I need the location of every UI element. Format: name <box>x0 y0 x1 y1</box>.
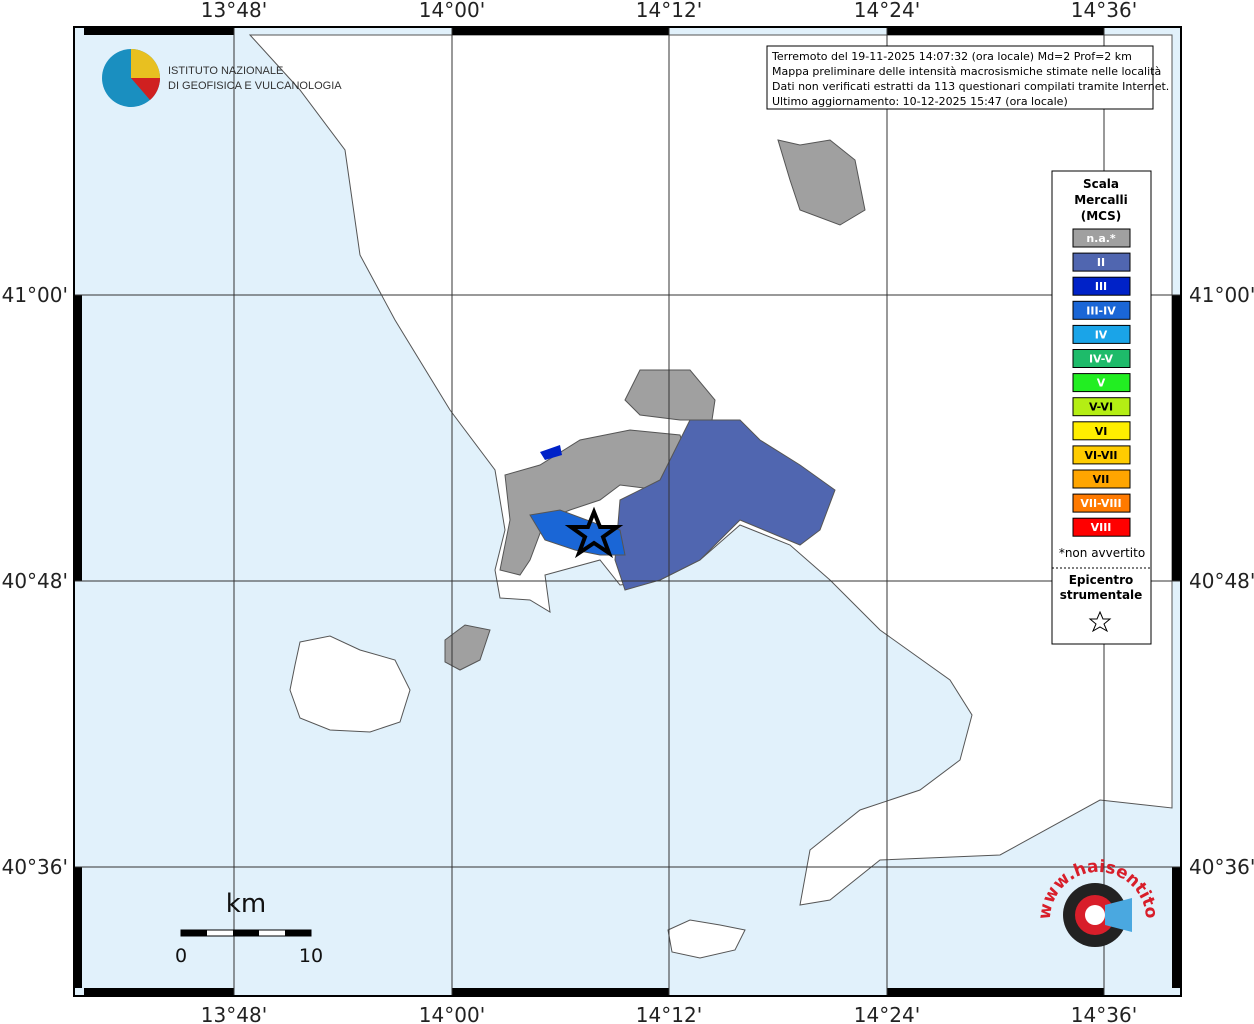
legend-swatch <box>1072 228 1131 248</box>
legend-swatch <box>1072 517 1131 537</box>
legend-swatch <box>1072 493 1131 513</box>
lon-label: 14°12' <box>636 1003 702 1024</box>
lat-label: 40°48' <box>2 569 68 593</box>
lat-label: 41°00' <box>2 283 68 307</box>
frame-stripe <box>74 295 82 581</box>
legend-label: VII-VIII <box>1080 497 1121 510</box>
legend-swatch <box>1072 469 1131 489</box>
legend-label: III-IV <box>1086 304 1116 317</box>
legend-label: VII <box>1093 473 1110 486</box>
frame-stripe <box>452 988 669 996</box>
info-line: Dati non verificati estratti da 113 ques… <box>772 80 1169 93</box>
map-frame <box>73 26 1182 997</box>
legend-swatch <box>1072 397 1131 417</box>
lon-label: 14°24' <box>854 1003 920 1024</box>
frame-stripe <box>1172 295 1181 581</box>
institute-name: DI GEOFISICA E VULCANOLOGIA <box>168 80 342 92</box>
scale-label: 0 <box>175 945 187 967</box>
info-line: Ultimo aggiornamento: 10-12-2025 15:47 (… <box>772 95 1068 108</box>
legend-swatch <box>1072 421 1131 441</box>
info-line: Mappa preliminare delle intensità macros… <box>772 65 1161 78</box>
lon-label: 14°00' <box>419 1003 485 1024</box>
legend-epicenter: Epicentro <box>1069 573 1134 587</box>
scale-bar-seg <box>181 930 207 936</box>
epicenter-star <box>564 506 624 559</box>
legend-swatch <box>1072 349 1131 368</box>
legend-star <box>1088 610 1112 633</box>
site-logo-center <box>1085 905 1105 925</box>
lon-label: 14°36' <box>1071 1003 1137 1024</box>
scale-bar <box>180 929 312 937</box>
legend-title: Scala <box>1083 177 1119 191</box>
institute-name: ISTITUTO NAZIONALE <box>168 65 283 77</box>
legend-swatch <box>1072 445 1131 465</box>
ingv-logo-part <box>131 78 161 100</box>
lat-label: 40°36' <box>2 855 68 879</box>
ingv-logo-part <box>131 49 160 78</box>
legend-label: III <box>1095 280 1107 293</box>
ischia <box>289 635 411 733</box>
scale-unit: km <box>226 889 266 919</box>
frame-stripe <box>84 27 234 35</box>
info-box <box>766 45 1154 110</box>
lat-label: 40°48' <box>1189 569 1254 593</box>
area-na <box>499 429 691 576</box>
frame-stripe <box>74 867 82 988</box>
legend-label: VI <box>1095 425 1108 438</box>
legend-epicenter: strumentale <box>1060 588 1143 602</box>
lon-label: 14°24' <box>854 0 920 22</box>
legend-note: *non avvertito <box>1059 546 1145 560</box>
area-ii <box>614 419 836 591</box>
area-na <box>777 139 866 226</box>
legend-label: IV <box>1095 328 1108 341</box>
legend-swatch <box>1072 324 1131 344</box>
lat-label: 40°36' <box>1189 855 1254 879</box>
frame-stripe <box>452 27 669 35</box>
legend-label: VIII <box>1091 521 1112 534</box>
legend-swatch <box>1072 300 1131 320</box>
legend-title: (MCS) <box>1081 209 1122 223</box>
frame-stripe <box>84 988 234 996</box>
scale-label: 10 <box>299 945 323 967</box>
legend-label: VI-VII <box>1084 449 1117 462</box>
lon-label: 14°36' <box>1071 0 1137 22</box>
legend-label: V <box>1097 377 1106 390</box>
lat-label: 41°00' <box>1189 283 1254 307</box>
scale-bar-seg <box>285 930 311 936</box>
lon-label: 14°12' <box>636 0 702 22</box>
legend-swatch <box>1072 252 1131 272</box>
legend-title: Mercalli <box>1074 193 1128 207</box>
area-na <box>624 369 716 421</box>
area-iii <box>540 445 562 460</box>
legend-label: II <box>1097 256 1105 269</box>
lon-label: 13°48' <box>201 0 267 22</box>
legend-label: IV-V <box>1089 353 1114 366</box>
area-na <box>444 624 491 671</box>
legend-label: n.a.* <box>1086 232 1116 245</box>
site-logo-horn <box>1105 898 1132 932</box>
legend-swatch <box>1072 373 1131 393</box>
scale-bar-seg <box>233 930 259 936</box>
capri <box>667 919 746 959</box>
lon-label: 13°48' <box>201 1003 267 1024</box>
frame-stripe <box>887 988 1104 996</box>
legend-swatch <box>1072 276 1131 296</box>
lon-label: 14°00' <box>419 0 485 22</box>
frame-stripe <box>1172 867 1181 988</box>
frame-stripe <box>887 27 1104 35</box>
info-line: Terremoto del 19-11-2025 14:07:32 (ora l… <box>771 50 1132 63</box>
legend-label: V-VI <box>1089 401 1113 414</box>
